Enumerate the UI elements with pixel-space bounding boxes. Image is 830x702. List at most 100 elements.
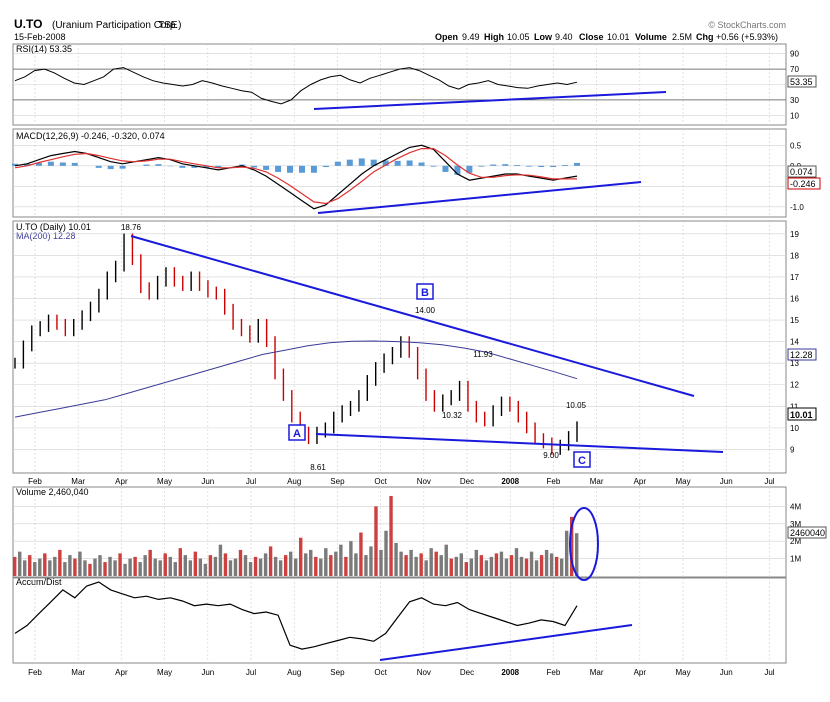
close-label: Close xyxy=(579,32,604,42)
volume-bar xyxy=(384,531,387,576)
volume-bar xyxy=(359,533,362,577)
volume-bar xyxy=(103,562,106,576)
volume-bar xyxy=(550,553,553,576)
macd-histogram-bar xyxy=(287,166,293,173)
volume-bar xyxy=(445,545,448,576)
x-tick-label: Sep xyxy=(330,668,345,677)
volume-bar xyxy=(500,552,503,576)
wave-a-label: A xyxy=(293,428,301,440)
volume-bar xyxy=(159,560,162,576)
volume-bar xyxy=(214,557,217,576)
volume-bar xyxy=(63,562,66,576)
high-value: 10.05 xyxy=(507,32,530,42)
accumdist-layer xyxy=(15,582,577,649)
volume-bar xyxy=(73,559,76,576)
volume-bar xyxy=(33,562,36,576)
chart-header: U.TO (Uranium Participation Corp.) TSE 1… xyxy=(14,17,786,42)
macd-hist-text: 0.074 xyxy=(790,167,813,177)
volume-bar xyxy=(113,560,116,576)
volume-bar xyxy=(545,550,548,576)
date-label: 15-Feb-2008 xyxy=(14,32,66,42)
volume-bar xyxy=(184,555,187,576)
annotation-1032: 10.32 xyxy=(442,411,463,420)
volume-bar xyxy=(43,553,46,576)
x-tick-label: Apr xyxy=(634,477,647,486)
price-panel-frame xyxy=(13,221,786,473)
x-tick-label: May xyxy=(675,477,690,486)
volume-bar xyxy=(194,552,197,576)
macd-histogram-bar xyxy=(60,163,66,166)
volume-bar xyxy=(520,557,523,576)
rsi-title: RSI(14) 53.35 xyxy=(16,44,72,54)
volume-bar xyxy=(164,553,167,576)
volume-bar xyxy=(470,559,473,576)
macd-histogram-bar xyxy=(538,166,544,167)
volume-bar xyxy=(314,557,317,576)
macd-histogram-bar xyxy=(120,166,126,169)
macd-histogram-bar xyxy=(335,162,341,166)
volume-bar xyxy=(58,550,61,576)
macd-histogram-bar xyxy=(96,166,102,168)
volume-bar xyxy=(414,557,417,576)
macd-histogram-bar xyxy=(179,166,185,168)
volume-bar xyxy=(93,559,96,576)
volume-bar xyxy=(264,553,267,576)
macd-histogram-bar xyxy=(442,166,448,172)
volume-bar xyxy=(465,562,468,576)
price-y-tick: 14 xyxy=(790,338,799,347)
volume-title: Volume 2,460,040 xyxy=(16,487,89,497)
volume-bar xyxy=(419,553,422,576)
volume-bar xyxy=(495,553,498,576)
x-tick-label: Nov xyxy=(417,477,431,486)
quote-line: Open 9.49 High 10.05 Low 9.40 Close 10.0… xyxy=(435,32,778,42)
macd-panel-frame xyxy=(13,129,786,217)
x-tick-label: Dec xyxy=(460,668,474,677)
volume-bar xyxy=(349,541,352,576)
rsi-trendline xyxy=(314,92,666,109)
close-value: 10.01 xyxy=(607,32,630,42)
accumdist-panel-frame xyxy=(13,578,786,663)
low-value: 9.40 xyxy=(555,32,573,42)
volume-bar xyxy=(123,564,126,576)
volume-bar xyxy=(38,559,41,576)
volume-bar xyxy=(309,550,312,576)
volume-bar xyxy=(284,555,287,576)
volume-bar xyxy=(344,557,347,576)
x-tick-label: Jun xyxy=(720,668,733,677)
annotation-low: 8.61 xyxy=(310,463,326,472)
volume-bar xyxy=(118,553,121,576)
annotation-1005: 10.05 xyxy=(566,401,587,410)
volume-bar xyxy=(319,559,322,576)
x-tick-label: Jul xyxy=(246,668,256,677)
volume-bar xyxy=(354,553,357,576)
macd-histogram-bar xyxy=(550,166,556,167)
volume-bar xyxy=(128,559,131,576)
ma-value-text: 12.28 xyxy=(790,350,813,360)
macd-histogram-bar xyxy=(48,162,54,166)
high-label: High xyxy=(484,32,504,42)
volume-bar xyxy=(535,560,538,576)
accumdist-title: Accum/Dist xyxy=(16,577,62,587)
volume-bar xyxy=(23,560,26,576)
volume-bar xyxy=(138,562,141,576)
volume-bar xyxy=(429,548,432,576)
volume-bar xyxy=(389,496,392,576)
x-tick-label: Jun xyxy=(201,477,214,486)
volume-y-tick: 1M xyxy=(790,555,801,564)
macd-histogram-bar xyxy=(323,166,329,167)
volume-bar xyxy=(254,557,257,576)
macd-histogram-bar xyxy=(72,163,78,166)
volume-label: Volume xyxy=(635,32,667,42)
accumdist-line xyxy=(15,582,577,649)
volume-bar xyxy=(219,545,222,576)
volume-bar xyxy=(339,545,342,576)
chg-value: +0.56 (+5.93%) xyxy=(716,32,778,42)
volume-y-tick: 2M xyxy=(790,537,801,546)
volume-bar xyxy=(289,552,292,576)
volume-bar xyxy=(540,555,543,576)
macd-signal-text: -0.246 xyxy=(790,179,816,189)
volume-bar xyxy=(148,550,151,576)
x-tick-label: Feb xyxy=(28,477,42,486)
open-label: Open xyxy=(435,32,458,42)
volume-bar xyxy=(480,555,483,576)
